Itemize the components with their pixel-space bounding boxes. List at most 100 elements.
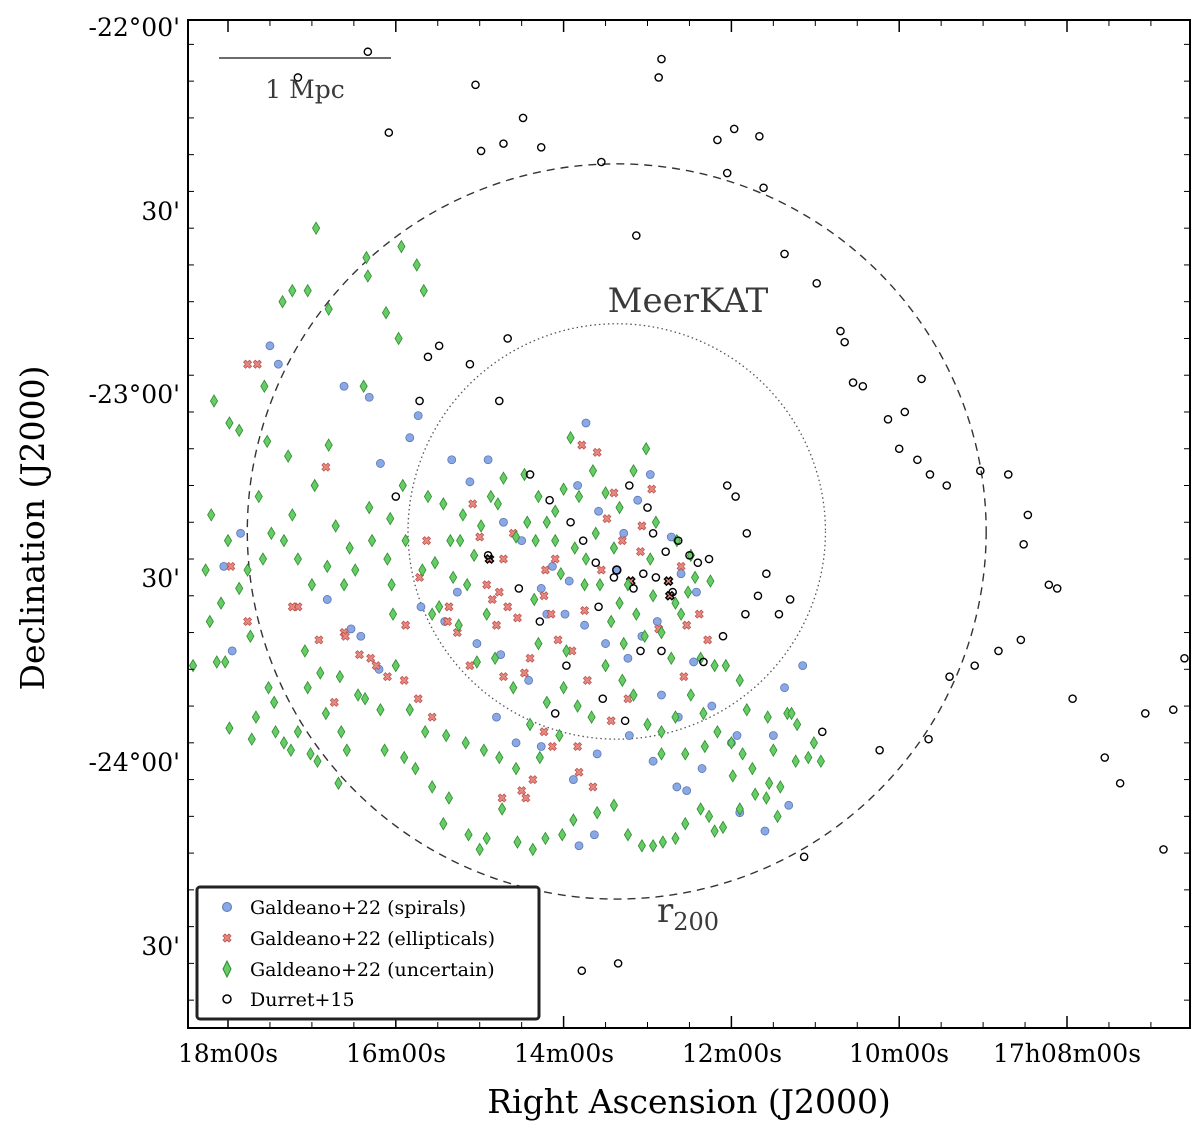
uncertain-point xyxy=(260,379,269,394)
uncertain-point xyxy=(225,416,234,430)
uncertain-point xyxy=(312,221,321,235)
uncertain-point xyxy=(235,423,244,438)
uncertain-point xyxy=(324,438,333,452)
uncertain-point xyxy=(696,802,705,816)
uncertain-point xyxy=(303,680,312,695)
durret-point xyxy=(518,113,528,123)
elliptical-point xyxy=(679,672,689,682)
durret-point xyxy=(1168,705,1178,715)
uncertain-point xyxy=(623,827,632,842)
durret-point xyxy=(434,341,444,351)
elliptical-point xyxy=(617,536,627,546)
spiral-point xyxy=(676,569,686,579)
durret-point xyxy=(668,587,677,597)
spiral-point xyxy=(645,470,655,479)
elliptical-point xyxy=(573,741,583,752)
spiral-point xyxy=(536,584,546,593)
uncertain-point xyxy=(365,500,374,515)
uncertain-point xyxy=(681,816,690,831)
durret-point xyxy=(759,183,768,193)
uncertain-point xyxy=(279,736,288,750)
uncertain-point xyxy=(491,651,500,666)
uncertain-point xyxy=(288,283,297,298)
durret-point xyxy=(651,573,661,582)
uncertain-point xyxy=(418,563,427,577)
uncertain-point xyxy=(421,725,430,739)
uncertain-point xyxy=(681,747,690,761)
uncertain-point xyxy=(360,691,370,706)
uncertain-point xyxy=(530,592,539,607)
uncertain-point xyxy=(615,500,624,515)
uncertain-point xyxy=(765,776,774,791)
uncertain-point xyxy=(479,743,488,757)
durret-point xyxy=(925,470,935,479)
uncertain-point xyxy=(534,636,543,651)
elliptical-point xyxy=(637,521,647,531)
uncertain-point xyxy=(718,820,728,835)
spiral-point xyxy=(511,738,521,748)
y-axis-title: Declination (J2000) xyxy=(13,366,52,691)
x-tick-label: 17h08m00s xyxy=(993,1039,1141,1068)
uncertain-point xyxy=(430,555,440,570)
uncertain-point xyxy=(225,721,234,735)
durret-point xyxy=(648,528,658,538)
y-tick-label: 30' xyxy=(141,197,180,226)
uncertain-point xyxy=(713,725,722,739)
durret-point xyxy=(1100,753,1110,762)
uncertain-point xyxy=(207,508,216,522)
durret-point xyxy=(994,646,1003,656)
uncertain-point xyxy=(263,434,272,449)
durret-point xyxy=(471,80,480,90)
x-tick-label: 10m00s xyxy=(849,1039,949,1068)
durret-point xyxy=(423,352,433,362)
spiral-point xyxy=(413,411,423,421)
durret-point xyxy=(1003,470,1013,479)
uncertain-point xyxy=(216,596,226,610)
elliptical-point xyxy=(588,782,598,792)
durret-point xyxy=(536,143,546,152)
durret-point xyxy=(875,745,884,755)
uncertain-point xyxy=(573,699,582,713)
elliptical-point xyxy=(475,532,485,542)
spiral-point xyxy=(633,495,643,505)
elliptical-point xyxy=(647,484,657,494)
uncertain-point xyxy=(353,688,363,702)
uncertain-point xyxy=(769,743,778,757)
elliptical-point xyxy=(243,359,253,369)
spiral-point xyxy=(499,517,508,527)
spiral-point xyxy=(364,392,374,402)
durret-point xyxy=(494,396,504,406)
durret-point xyxy=(976,466,985,476)
durret-point xyxy=(780,249,789,259)
uncertain-point xyxy=(342,743,351,757)
legend-label-durret: Durret+15 xyxy=(250,989,355,1011)
y-tick-label: 30' xyxy=(141,932,180,961)
uncertain-point xyxy=(339,577,349,592)
uncertain-point xyxy=(787,706,796,721)
uncertain-point xyxy=(671,596,680,610)
spiral-point xyxy=(601,639,610,648)
spiral-point xyxy=(472,639,482,648)
elliptical-point xyxy=(252,359,262,369)
durret-point xyxy=(722,481,732,490)
elliptical-point xyxy=(340,631,350,641)
uncertain-point xyxy=(387,577,396,592)
durret-point xyxy=(594,602,603,612)
durret-point xyxy=(900,407,910,417)
durret-point xyxy=(753,591,763,601)
uncertain-point xyxy=(394,331,403,346)
uncertain-point xyxy=(286,743,295,757)
durret-point xyxy=(836,326,845,336)
uncertain-point xyxy=(551,533,560,548)
uncertain-point xyxy=(551,504,560,519)
spiral-point xyxy=(624,731,634,740)
elliptical-point xyxy=(550,554,560,564)
uncertain-point xyxy=(570,541,579,555)
spiral-point xyxy=(219,561,229,571)
r200-circle xyxy=(246,163,987,900)
uncertain-point xyxy=(351,563,360,577)
durret-point xyxy=(924,734,933,744)
durret-point xyxy=(643,503,652,512)
elliptical-point xyxy=(512,613,522,623)
